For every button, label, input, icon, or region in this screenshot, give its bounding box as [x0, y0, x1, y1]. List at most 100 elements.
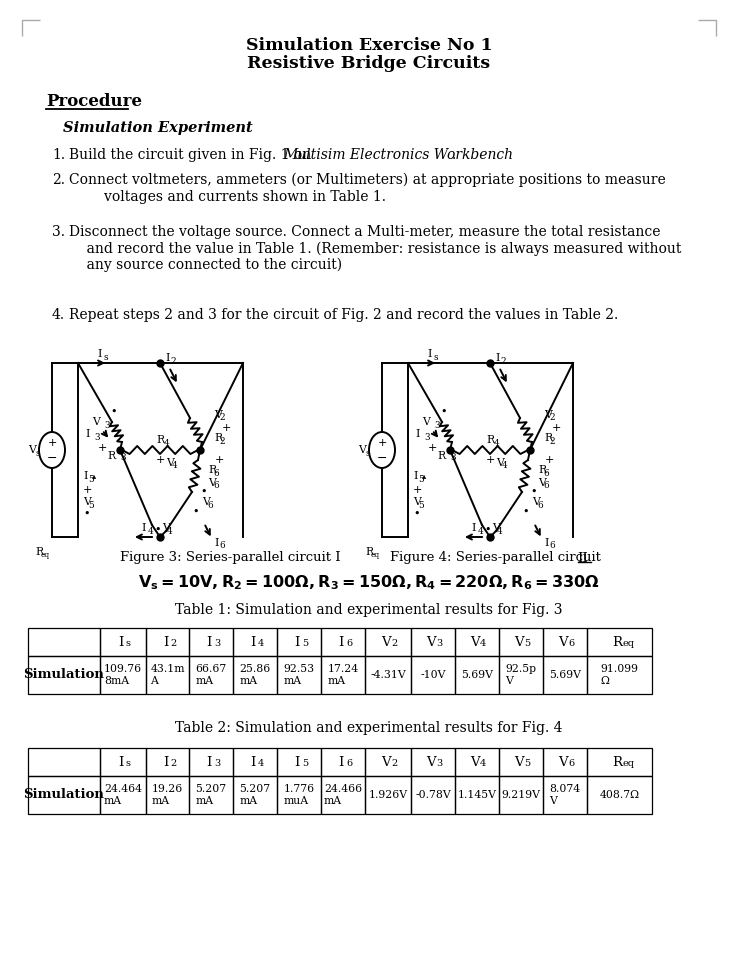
Text: 2: 2	[549, 436, 555, 446]
Text: -0.78V: -0.78V	[415, 790, 451, 800]
Text: 6: 6	[543, 469, 548, 478]
Text: -4.31V: -4.31V	[370, 670, 406, 680]
Text: 1.: 1.	[52, 148, 65, 162]
Text: 6: 6	[543, 481, 548, 490]
Text: V: V	[382, 635, 391, 649]
Bar	[28, 776, 100, 814]
Text: 6: 6	[537, 501, 542, 509]
Bar	[455, 656, 499, 694]
Text: V: V	[558, 635, 568, 649]
Text: +: +	[155, 455, 165, 465]
Text: 3: 3	[436, 639, 442, 649]
Text: •: •	[111, 407, 117, 417]
Text: V: V	[492, 523, 500, 533]
Text: V: V	[470, 635, 480, 649]
Text: R: R	[613, 635, 622, 649]
Bar	[146, 628, 189, 656]
Text: R: R	[208, 465, 216, 475]
Text: eq: eq	[371, 551, 380, 559]
Text: I: I	[495, 353, 500, 363]
Text: V: V	[470, 755, 480, 769]
Text: 2: 2	[391, 639, 397, 649]
Text: R: R	[108, 451, 116, 461]
Text: R: R	[544, 433, 552, 443]
Bar	[189, 628, 233, 656]
Text: 5: 5	[302, 639, 308, 649]
Text: R: R	[214, 433, 222, 443]
Text: 2: 2	[219, 413, 224, 423]
Text: Figure 3: Series-parallel circuit I: Figure 3: Series-parallel circuit I	[120, 552, 341, 564]
Text: 24.466
mA: 24.466 mA	[324, 784, 362, 806]
Bar	[100, 748, 146, 776]
Text: 5: 5	[88, 501, 94, 509]
Bar	[277, 628, 321, 656]
Text: I: I	[118, 635, 124, 649]
Text: +: +	[83, 485, 92, 495]
Text: 3: 3	[94, 432, 100, 441]
Text: V: V	[426, 755, 436, 769]
Text: 109.76
8mA: 109.76 8mA	[104, 664, 142, 686]
Text: 4: 4	[258, 639, 264, 649]
Text: V: V	[496, 458, 504, 468]
Text: Simulation: Simulation	[24, 669, 105, 681]
Text: R: R	[365, 547, 373, 557]
Text: V: V	[382, 755, 391, 769]
Bar	[411, 656, 455, 694]
Text: 4: 4	[497, 527, 503, 535]
Text: •: •	[441, 407, 447, 417]
Text: •: •	[155, 525, 161, 535]
Text: 2.: 2.	[52, 173, 65, 187]
Bar	[233, 628, 277, 656]
Text: Simulation Exercise No 1: Simulation Exercise No 1	[246, 37, 492, 55]
Text: 19.26
mA: 19.26 mA	[152, 784, 183, 806]
Bar	[100, 656, 146, 694]
Text: +: +	[552, 423, 562, 433]
Text: •: •	[523, 507, 529, 517]
Text: 17.24
mA: 17.24 mA	[328, 664, 359, 686]
Text: Table 1: Simulation and experimental results for Fig. 3: Table 1: Simulation and experimental res…	[175, 603, 563, 617]
Text: +: +	[215, 455, 224, 465]
Text: 3: 3	[214, 639, 220, 649]
Bar	[499, 628, 543, 656]
Text: V: V	[514, 635, 524, 649]
Text: I: I	[294, 755, 300, 769]
Text: s: s	[126, 759, 131, 769]
Bar	[277, 656, 321, 694]
Bar	[411, 776, 455, 814]
Text: 3: 3	[214, 759, 220, 769]
Text: Figure 4: Series-parallel circuit: Figure 4: Series-parallel circuit	[390, 552, 605, 564]
Text: 2: 2	[500, 357, 506, 365]
Text: Build the circuit given in Fig. 1 on: Build the circuit given in Fig. 1 on	[69, 148, 316, 162]
Text: 5: 5	[524, 639, 530, 649]
Text: 4: 4	[480, 639, 486, 649]
Text: V: V	[162, 523, 170, 533]
Text: I: I	[98, 349, 102, 359]
Text: I: I	[163, 635, 168, 649]
Text: 1.926V: 1.926V	[368, 790, 407, 800]
Text: V: V	[358, 445, 366, 455]
Text: +: +	[486, 455, 494, 465]
Bar	[146, 656, 189, 694]
Bar	[146, 748, 189, 776]
Bar	[233, 656, 277, 694]
Text: V: V	[544, 410, 552, 420]
Text: I: I	[207, 635, 212, 649]
Text: I: I	[165, 353, 170, 363]
Text: 2: 2	[219, 436, 224, 446]
Text: s: s	[104, 353, 108, 361]
Text: I: I	[428, 349, 432, 359]
Bar	[499, 748, 543, 776]
Text: s: s	[434, 353, 438, 361]
Text: 6: 6	[568, 759, 574, 769]
Text: 4: 4	[258, 759, 264, 769]
Text: 5: 5	[524, 759, 530, 769]
Text: 24.464
mA: 24.464 mA	[104, 784, 142, 806]
Bar	[321, 748, 365, 776]
Text: 6: 6	[568, 639, 574, 649]
Text: 6: 6	[549, 541, 555, 551]
Text: +: +	[427, 443, 437, 453]
Bar	[587, 628, 652, 656]
Text: Procedure: Procedure	[46, 93, 142, 111]
Text: 408.7Ω: 408.7Ω	[599, 790, 640, 800]
Text: 5: 5	[88, 475, 94, 483]
